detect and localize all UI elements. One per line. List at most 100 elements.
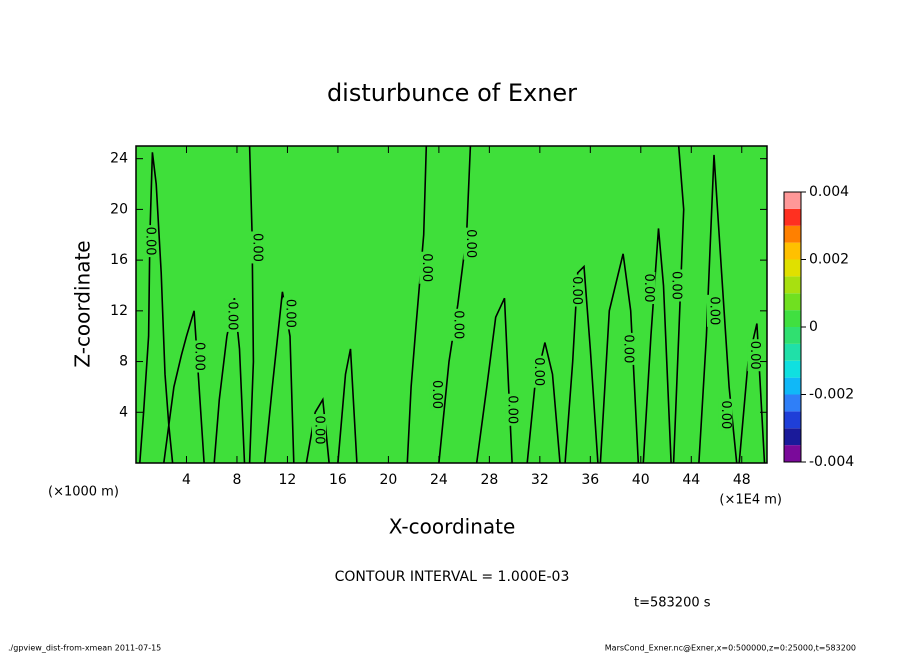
colorbar-band [784, 310, 801, 327]
contour-line [438, 145, 472, 464]
contour-label-bg [250, 231, 265, 264]
colorbar-band [784, 259, 801, 277]
contour-label: 0.00 [531, 357, 546, 386]
contour-line [406, 145, 428, 464]
y-tick-label: 8 [119, 354, 128, 370]
colorbar-band [784, 293, 801, 311]
y-tick-label: 4 [119, 404, 128, 420]
contour-label-bg [718, 398, 733, 431]
contour-label: 0.00 [192, 342, 207, 371]
contour-label: 0.00 [747, 341, 762, 370]
x-tick-label: 28 [480, 472, 498, 488]
contour-label-bg [142, 225, 157, 258]
colorbar-band [784, 377, 801, 395]
contour-label-bg [505, 393, 520, 426]
contour-label: 0.00 [569, 276, 584, 305]
contour-label-bg [621, 332, 636, 365]
colorbar-tick-label: 0 [809, 319, 818, 335]
colorbar-band [784, 445, 801, 462]
contour-label: 0.00 [505, 395, 520, 424]
contour-line [564, 264, 599, 464]
colorbar-band [784, 411, 801, 429]
x-tick-label: 8 [232, 472, 241, 488]
contour-label-bg [282, 297, 297, 330]
contour-label-bg [311, 414, 326, 447]
contour-label-bg [224, 299, 239, 332]
contour-label: 0.00 [419, 253, 434, 282]
colorbar-band [784, 208, 801, 226]
plot-frame [135, 145, 768, 464]
contour-label: 0.00 [706, 296, 721, 325]
y-axis-label: Z-coordinate [71, 240, 95, 367]
x-tick-label: 20 [379, 472, 397, 488]
y-tick-label: 12 [110, 303, 128, 319]
contour-label: 0.00 [463, 229, 478, 258]
colorbar-band [784, 343, 801, 361]
contour-label: 0.00 [429, 380, 444, 409]
contour-line [475, 297, 513, 464]
x-tick-label: 32 [531, 472, 549, 488]
footer-left: ./gpview_dist-from-xmean 2011-07-15 [8, 644, 161, 653]
footer-right: MarsCond_Exner.nc@Exner,x=0:500000,z=0:2… [605, 644, 856, 653]
colorbar-band [784, 276, 801, 294]
colorbar-band [784, 225, 801, 243]
contour-label: 0.00 [282, 299, 297, 328]
x-tick-label: 24 [430, 472, 448, 488]
contour-label-bg [706, 294, 721, 327]
contour-label: 0.00 [224, 301, 239, 330]
x-tick-label: 16 [329, 472, 347, 488]
contour-label-bg [450, 308, 465, 341]
colorbar-band [784, 394, 801, 412]
x-tick-label: 4 [182, 472, 191, 488]
y-tick-label: 20 [110, 201, 128, 217]
contour-label: 0.00 [669, 271, 684, 300]
contour-label: 0.00 [142, 227, 157, 256]
colorbar-band [784, 192, 801, 209]
contour-label-bg [641, 272, 656, 305]
contour-label-bg [569, 274, 584, 307]
y-tick-label: 24 [110, 151, 128, 167]
plot-field [136, 146, 767, 463]
contour-label-bg [747, 339, 762, 372]
contour-label-bg [419, 251, 434, 284]
contour-label: 0.00 [718, 400, 733, 429]
contour-line [337, 348, 358, 464]
contour-line [248, 145, 255, 464]
contour-label: 0.00 [311, 416, 326, 445]
contour-label-bg [192, 340, 207, 373]
colorbar-band [784, 428, 801, 446]
contour-label: 0.00 [450, 310, 465, 339]
contour-line [526, 342, 561, 464]
contour-label-bg [429, 378, 444, 411]
contour-label-bg [669, 269, 684, 302]
contour-line [139, 152, 174, 464]
x-tick-label: 40 [632, 472, 650, 488]
x-unit-left: (×1000 m) [48, 485, 119, 500]
x-tick-label: 12 [279, 472, 297, 488]
contour-line [263, 291, 295, 464]
y-tick-label: 16 [110, 252, 128, 268]
contour-label: 0.00 [250, 233, 265, 262]
contour-label: 0.00 [621, 334, 636, 363]
colorbar-tick-label: -0.002 [809, 387, 854, 403]
colorbar-tick-label: 0.004 [809, 184, 849, 200]
contour-label-bg [531, 355, 546, 388]
colorbar-band [784, 242, 801, 260]
x-axis-label: X-coordinate [389, 515, 516, 539]
colorbar-tick-label: 0.002 [809, 252, 849, 268]
annotation: CONTOUR INTERVAL = 1.000E-03 [335, 569, 570, 585]
x-tick-label: 48 [733, 472, 751, 488]
contour-label-bg [463, 227, 478, 260]
colorbar-band [784, 360, 801, 378]
x-tick-label: 36 [581, 472, 599, 488]
colorbar-band [784, 327, 801, 344]
colorbar-tick-label: -0.004 [809, 454, 854, 470]
chart-title: disturbunce of Exner [327, 79, 577, 107]
x-unit-right: (×1E4 m) [719, 493, 782, 508]
contour-line [642, 228, 672, 464]
contour-line [163, 310, 205, 464]
time-label: t=583200 s [634, 596, 711, 611]
contour-label: 0.00 [641, 274, 656, 303]
x-tick-label: 44 [682, 472, 700, 488]
